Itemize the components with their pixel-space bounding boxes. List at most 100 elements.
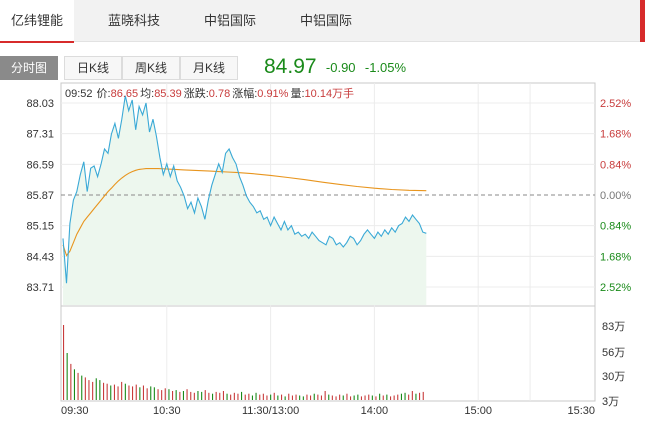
accent-bar	[640, 0, 645, 42]
info-price-label: 价:	[97, 87, 111, 100]
quote-price: 84.97	[264, 55, 317, 78]
info-vol-label: 量:	[290, 87, 304, 100]
info-time: 09:52	[65, 88, 93, 100]
volume-bar	[190, 391, 192, 400]
stock-tab-1[interactable]: 亿纬锂能	[0, 0, 74, 43]
volume-bar	[357, 394, 359, 400]
info-price: 86.65	[111, 88, 139, 100]
y-tick-label: 88.03	[26, 98, 54, 110]
volume-bar	[270, 394, 272, 400]
tab-weekly-k[interactable]: 周K线	[122, 56, 180, 80]
volume-bar	[168, 389, 170, 400]
info-change: 0.78	[209, 88, 230, 100]
volume-bar	[193, 392, 195, 400]
volume-bar	[182, 391, 184, 400]
volume-bar	[335, 396, 337, 400]
volume-bar	[342, 395, 344, 400]
volume-bar	[346, 393, 348, 400]
volume-bar	[81, 375, 83, 400]
volume-bar	[244, 394, 246, 400]
volume-bar	[419, 392, 421, 400]
volume-bar	[331, 395, 333, 400]
volume-bar	[132, 386, 134, 400]
volume-bar	[371, 395, 373, 400]
volume-bar	[172, 391, 174, 400]
volume-bar	[110, 385, 112, 400]
stock-tab-bar: 亿纬锂能 蓝晓科技 中铝国际 中铝国际	[0, 0, 645, 43]
y-tick-label: 84.43	[26, 251, 54, 263]
volume-bar	[350, 396, 352, 400]
y-tick-label: 87.31	[26, 129, 54, 141]
volume-bar	[66, 353, 68, 400]
volume-bar	[212, 393, 214, 400]
volume-bar	[375, 396, 377, 400]
volume-bar	[204, 390, 206, 400]
quote-change-pct: -1.05%	[364, 59, 407, 75]
y-tick-label: 86.59	[26, 159, 54, 171]
volume-bar	[208, 392, 210, 400]
volume-bar	[77, 372, 79, 400]
volume-bar	[230, 394, 232, 400]
volume-bar	[153, 387, 155, 400]
volume-bar	[317, 394, 319, 400]
volume-bar	[277, 395, 279, 400]
volume-bar	[313, 393, 315, 400]
info-vol: 10.14万手	[305, 86, 355, 100]
tab-monthly-k[interactable]: 月K线	[180, 56, 238, 80]
volume-tick-label: 56万	[602, 347, 625, 359]
stock-tab-3[interactable]: 中铝国际	[203, 13, 256, 28]
stock-tab-4[interactable]: 中铝国际	[299, 13, 352, 28]
volume-bar	[222, 391, 224, 400]
volume-bar	[302, 396, 304, 400]
volume-bar	[92, 381, 94, 400]
volume-bar	[157, 389, 159, 400]
volume-bar	[73, 369, 75, 400]
volume-bar	[226, 393, 228, 400]
volume-bar	[164, 388, 166, 400]
volume-bar	[128, 385, 130, 400]
volume-bar	[248, 393, 250, 400]
volume-bar	[103, 382, 105, 400]
volume-bar	[400, 393, 402, 400]
tab-daily-k[interactable]: 日K线	[64, 56, 122, 80]
pct-tick-label: 0.00%	[600, 190, 631, 202]
volume-bar	[233, 392, 235, 400]
stock-tab-2[interactable]: 蓝晓科技	[107, 13, 160, 28]
x-tick-label: 10:30	[153, 405, 181, 417]
volume-bar	[281, 394, 283, 400]
volume-bar	[310, 395, 312, 400]
tab-intraday[interactable]: 分时图	[0, 56, 58, 80]
x-tick-label: 15:00	[464, 405, 492, 417]
volume-bar	[295, 394, 297, 400]
info-avg: 85.39	[154, 88, 182, 100]
volume-bar	[284, 396, 286, 400]
volume-bars	[63, 325, 424, 400]
volume-tick-label: 83万	[602, 321, 625, 333]
volume-bar	[390, 396, 392, 400]
volume-tick-label: 3万	[602, 396, 619, 408]
average-price-line	[62, 168, 427, 257]
volume-bar	[411, 391, 413, 400]
volume-bar	[124, 383, 126, 400]
volume-bar	[422, 391, 424, 400]
y-tick-label: 85.87	[26, 190, 54, 202]
info-pct: 0.91%	[257, 88, 288, 100]
volume-bar	[241, 391, 243, 400]
x-tick-label: 14:00	[361, 405, 389, 417]
volume-bar	[306, 394, 308, 400]
pct-tick-label: 1.68%	[600, 251, 631, 263]
volume-bar	[353, 395, 355, 400]
y-tick-label: 83.71	[26, 282, 54, 294]
volume-bar	[84, 377, 86, 400]
volume-bar	[113, 384, 115, 400]
volume-bar	[117, 386, 119, 400]
volume-bar	[88, 380, 90, 400]
volume-bar	[364, 395, 366, 400]
volume-bar	[70, 363, 72, 400]
x-tick-label: 09:30	[61, 405, 89, 417]
quote-change: -0.90	[325, 59, 356, 75]
volume-bar	[237, 393, 239, 400]
volume-bar	[121, 381, 123, 400]
volume-bar	[339, 394, 341, 400]
volume-bar	[106, 383, 108, 400]
